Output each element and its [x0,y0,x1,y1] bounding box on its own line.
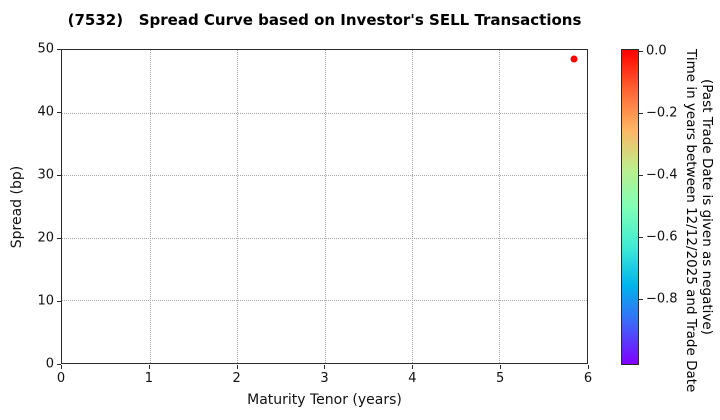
colorbar-gradient [621,49,639,365]
xtick-mark-4 [412,365,413,369]
gridline-x3 [324,50,326,363]
chart-title: (7532) Spread Curve based on Investor's … [67,11,582,29]
cbtick-label-4: −0.8 [646,291,678,307]
colorbar-title-line2: (Past Trade Date is given as negative) [698,79,715,335]
ytick-mark-50 [57,49,61,50]
ytick-label-20: 20 [37,230,54,246]
gridline-x2 [236,50,238,363]
ytick-mark-30 [57,175,61,176]
xtick-label-0: 0 [56,371,66,386]
cbtick-mark-0 [639,51,643,52]
xtick-mark-0 [61,365,62,369]
xtick-mark-5 [500,365,501,369]
gridline-y40 [62,112,587,114]
ytick-label-50: 50 [37,41,54,57]
cbtick-mark-3 [639,237,643,238]
ytick-label-10: 10 [37,293,54,309]
x-axis-ticks: 0 1 2 3 4 5 6 [57,371,592,387]
ytick-mark-20 [57,238,61,239]
gridline-x1 [149,50,151,363]
xtick-label-3: 3 [320,371,329,386]
y-axis-title: Spread (bp) [9,165,25,249]
xtick-label-1: 1 [144,371,153,386]
ytick-mark-10 [57,301,61,302]
xtick-label-2: 2 [232,371,241,386]
xtick-label-4: 4 [408,371,417,386]
gridline-y10 [62,300,587,302]
xtick-mark-1 [149,365,150,369]
gridline-x4 [412,50,413,363]
cbtick-mark-4 [639,299,643,300]
cbtick-mark-2 [639,175,643,176]
ytick-mark-0 [57,364,61,365]
cbtick-label-3: −0.6 [646,229,678,245]
plot-area [61,49,588,364]
scatter-point [570,55,578,63]
xtick-label-6: 6 [583,371,593,386]
cbtick-mark-1 [639,113,643,114]
gridline-x5 [499,50,501,363]
xtick-mark-3 [324,365,325,369]
colorbar-title-line1: Time in years between 12/12/2025 and Tra… [682,49,699,393]
ytick-mark-40 [57,112,61,113]
x-axis-title: Maturity Tenor (years) [247,392,402,408]
cbtick-label-1: −0.2 [646,105,678,121]
ytick-label-40: 40 [37,104,54,120]
ytick-label-0: 0 [45,356,54,372]
gridline-y30 [62,175,587,177]
xtick-mark-2 [237,365,238,369]
xtick-label-5: 5 [496,371,505,386]
colorbar-title: Time in years between 12/12/2025 and Tra… [682,49,715,393]
gridline-y20 [62,237,587,239]
ytick-label-30: 30 [37,167,54,183]
xtick-mark-6 [588,365,589,369]
cbtick-label-0: 0.0 [646,43,667,59]
cbtick-label-2: −0.4 [646,167,678,183]
